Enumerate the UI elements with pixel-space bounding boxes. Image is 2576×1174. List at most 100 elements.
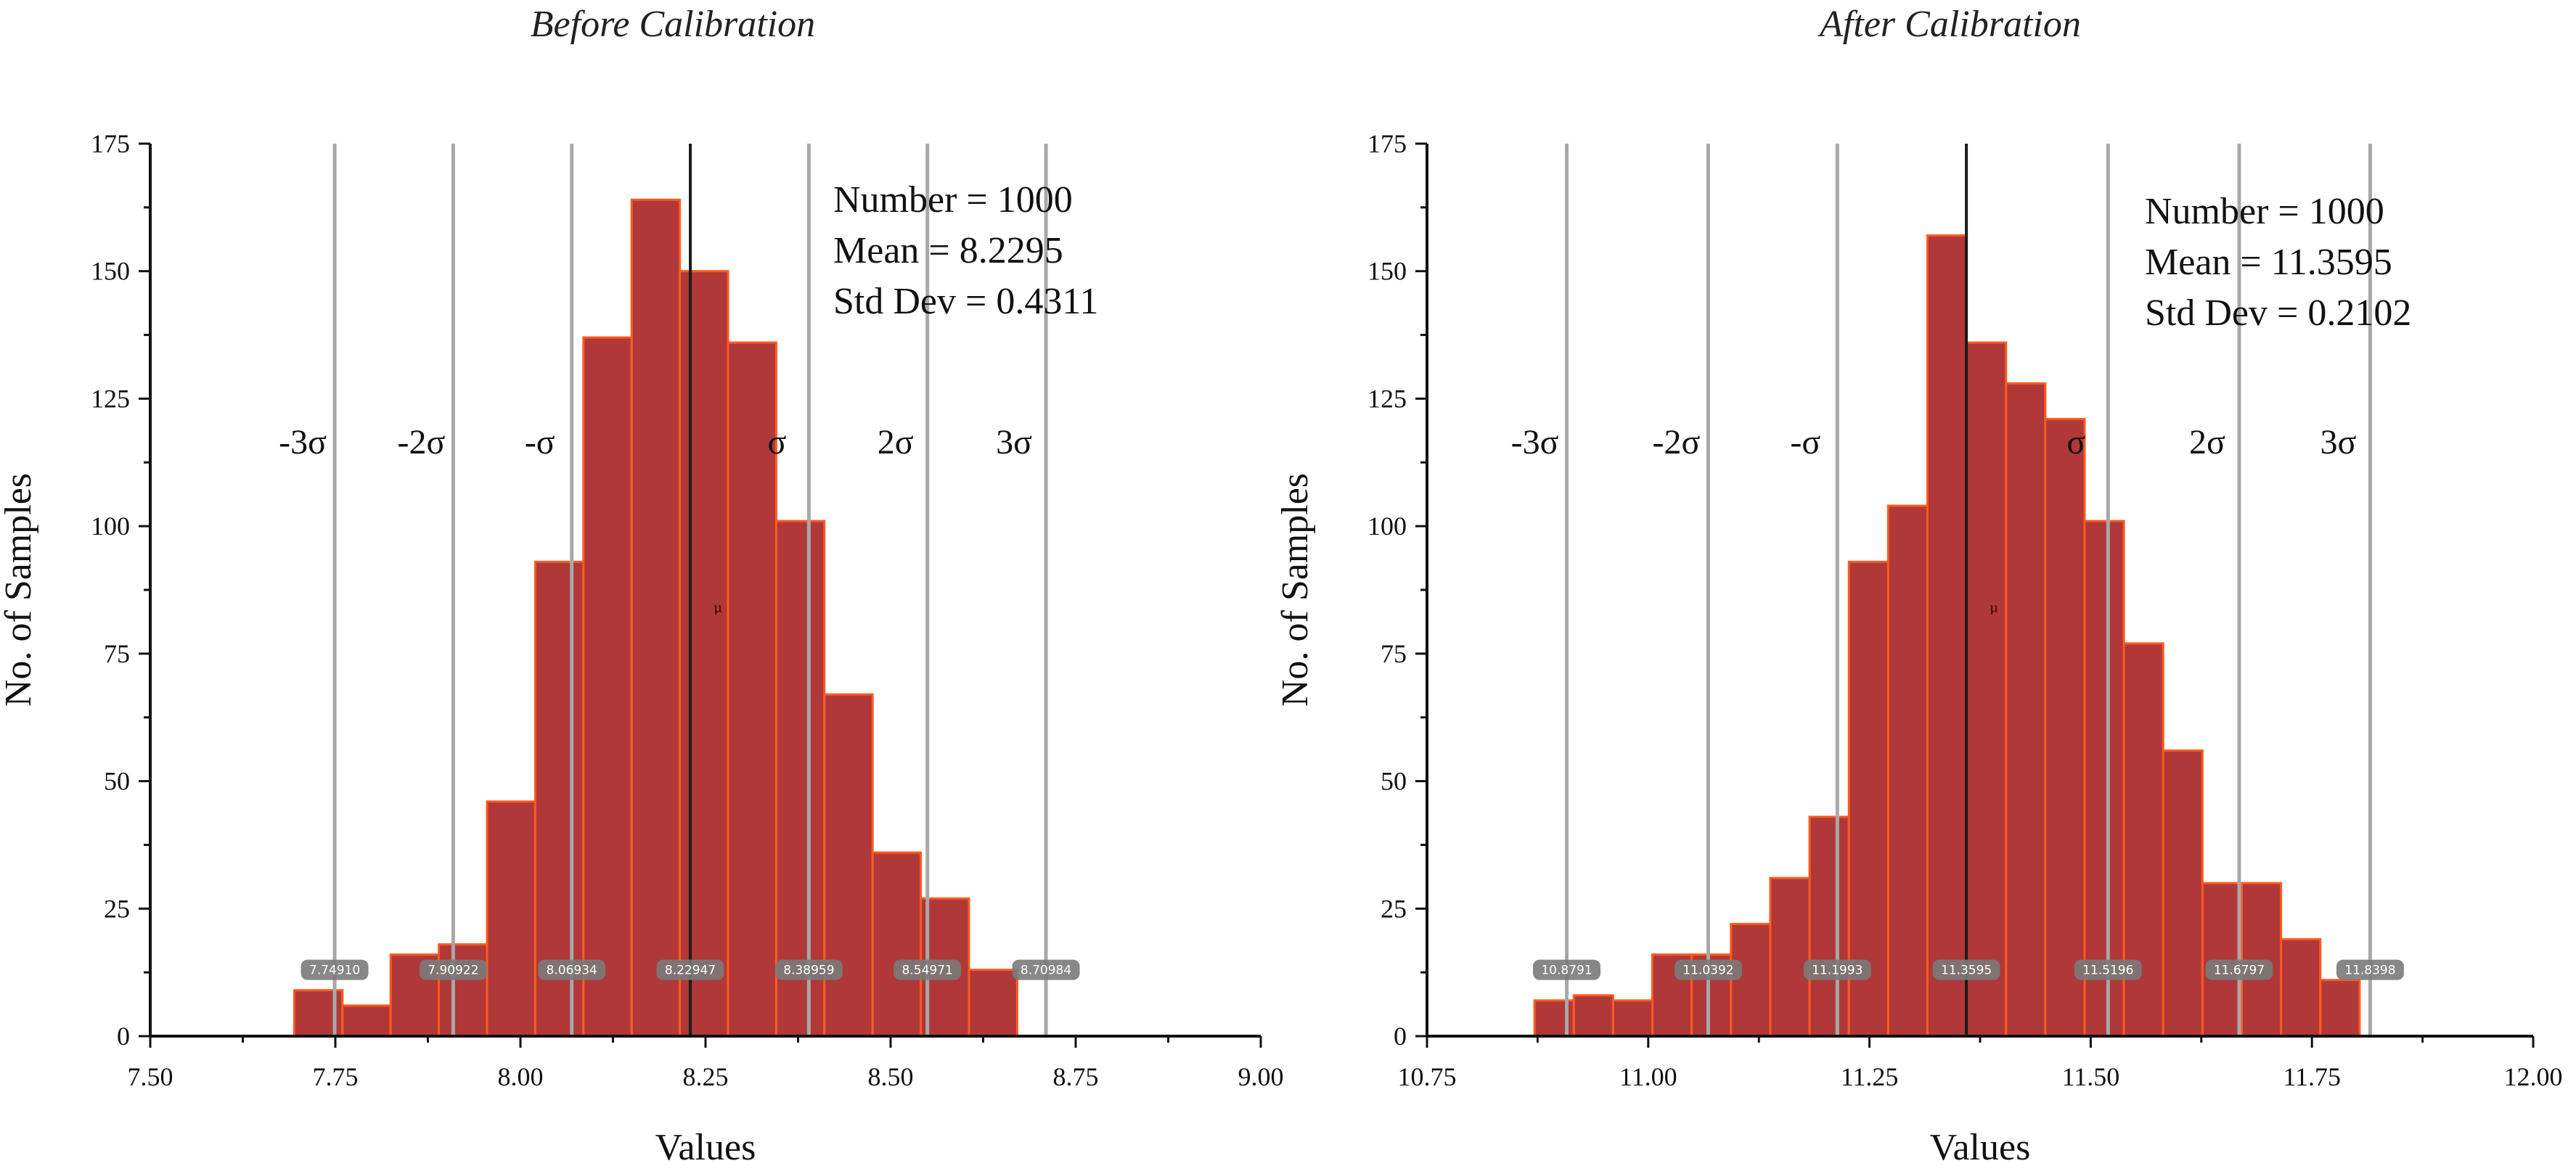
- histogram-bar: [2280, 937, 2322, 1038]
- value-tag-bg: [1533, 959, 1601, 980]
- value-tag: 11.1993: [1812, 964, 1863, 978]
- x-tick-label: 11.75: [2283, 1062, 2341, 1091]
- histogram-bar: [341, 1004, 392, 1038]
- sigma-label: -3σ: [279, 423, 327, 461]
- y-tick-label: 125: [1367, 384, 1407, 413]
- stats-line: Std Dev = 0.2102: [2145, 292, 2411, 334]
- histogram-bar: [2044, 418, 2086, 1038]
- value-tag-bg: [538, 959, 606, 980]
- histogram-bars: [1533, 234, 2361, 1038]
- value-tag: 8.70984: [1021, 964, 1071, 978]
- stats-line: Number = 1000: [2145, 191, 2384, 232]
- histogram-bars: [293, 198, 1018, 1038]
- histogram-bar: [823, 693, 874, 1038]
- mu-marker: μ: [1990, 601, 1998, 616]
- histogram-bar: [1769, 877, 1811, 1038]
- value-tag: 8.38959: [783, 964, 834, 978]
- y-tick-label: 50: [104, 767, 130, 796]
- sigma-label: -σ: [525, 423, 555, 461]
- value-tag-bg: [419, 959, 487, 980]
- x-tick-label: 8.50: [868, 1062, 914, 1091]
- y-tick-label: 150: [91, 257, 130, 286]
- chart-title: After Calibration: [1817, 4, 2081, 45]
- value-tag-bg: [1932, 959, 2000, 980]
- value-tag: 11.6797: [2214, 964, 2265, 978]
- x-tick-label: 11.50: [2062, 1062, 2120, 1091]
- x-tick-label: 10.75: [1398, 1062, 1457, 1091]
- y-tick-label: 100: [1367, 512, 1407, 541]
- x-tick-label: 12.00: [2504, 1062, 2563, 1091]
- histogram-bar: [1808, 816, 1850, 1038]
- sigma-label: 2σ: [878, 423, 914, 461]
- y-tick-label: 0: [1394, 1022, 1407, 1051]
- value-tag: 11.3595: [1941, 964, 1992, 978]
- y-tick-label: 175: [1367, 129, 1407, 158]
- histogram-bar: [774, 520, 826, 1038]
- sigma-label: 2σ: [2189, 423, 2225, 461]
- before-calibration-panel: μ 7.74910 7.90922 8.06934 8.22947 8.38959 8.54…: [0, 4, 1284, 1168]
- value-tag-bg: [894, 959, 962, 980]
- after-calibration-panel: μ 10.8791 11.0392 11.1993 11.3595 11.5196 11.6…: [1275, 4, 2563, 1168]
- value-tag: 11.0392: [1682, 964, 1733, 978]
- sigma-label: σ: [767, 423, 786, 461]
- histogram-bar: [582, 336, 633, 1038]
- value-tag: 8.22947: [665, 964, 716, 978]
- histogram-bar: [679, 270, 729, 1038]
- chart-title: Before Calibration: [531, 4, 815, 45]
- stats-line: Mean = 11.3595: [2145, 242, 2392, 283]
- value-tag-bg: [2336, 959, 2404, 980]
- y-tick-label: 150: [1367, 257, 1407, 286]
- x-axis-label: Values: [1930, 1127, 2031, 1168]
- histogram-bar: [968, 969, 1018, 1038]
- x-tick-label: 7.75: [313, 1062, 359, 1091]
- sigma-label: 3σ: [996, 423, 1032, 461]
- histogram-bar: [2241, 882, 2283, 1038]
- x-tick-label: 8.00: [498, 1062, 544, 1091]
- value-tag-bg: [1674, 959, 1742, 980]
- histogram-bar: [2319, 979, 2361, 1038]
- histogram-bar: [2005, 382, 2047, 1038]
- histogram-bar: [1572, 994, 1614, 1038]
- histogram-bar: [438, 943, 488, 1038]
- x-tick-label: 9.00: [1238, 1062, 1284, 1091]
- x-tick-label: 11.25: [1841, 1062, 1899, 1091]
- stats-line: Mean = 8.2295: [833, 230, 1063, 271]
- y-tick-label: 50: [1381, 767, 1407, 796]
- sigma-label: -2σ: [397, 423, 445, 461]
- value-tag-bg: [300, 959, 369, 980]
- histogram-bar: [1966, 341, 2008, 1038]
- value-tag: 10.8791: [1541, 964, 1592, 978]
- histogram-bar: [630, 198, 682, 1038]
- value-tag-bg: [2205, 959, 2273, 980]
- histogram-bar: [2083, 520, 2125, 1038]
- sigma-label: σ: [2066, 423, 2085, 461]
- histogram-bar: [1926, 234, 1968, 1038]
- value-tag: 7.74910: [309, 964, 360, 978]
- value-tag-bg: [2074, 959, 2142, 980]
- y-tick-label: 75: [1381, 639, 1407, 668]
- sigma-label: -σ: [1790, 423, 1820, 461]
- value-tag-bg: [1803, 959, 1871, 980]
- y-tick-label: 75: [104, 639, 130, 668]
- histogram-bar: [2162, 749, 2204, 1038]
- sigma-label: -2σ: [1653, 423, 1701, 461]
- stats-line: Number = 1000: [833, 179, 1073, 221]
- mu-marker: μ: [713, 601, 722, 616]
- histogram-bar: [1611, 999, 1654, 1038]
- histogram-bar: [2201, 882, 2244, 1038]
- histogram-bar: [1730, 922, 1772, 1038]
- value-tag-bg: [656, 959, 724, 980]
- histogram-bar: [1886, 504, 1929, 1038]
- value-tag: 8.06934: [547, 964, 597, 978]
- value-tag: 7.90922: [428, 964, 478, 978]
- y-tick-label: 0: [117, 1022, 130, 1051]
- stats-line: Std Dev = 0.4311: [833, 281, 1098, 322]
- value-tag: 11.5196: [2082, 964, 2133, 978]
- y-tick-label: 125: [91, 384, 130, 413]
- value-tag-bg: [774, 959, 843, 980]
- y-axis-label: No. of Samples: [1275, 473, 1316, 707]
- sigma-label: 3σ: [2320, 423, 2356, 461]
- value-tag: 8.54971: [902, 964, 953, 978]
- histogram-bar: [486, 800, 536, 1038]
